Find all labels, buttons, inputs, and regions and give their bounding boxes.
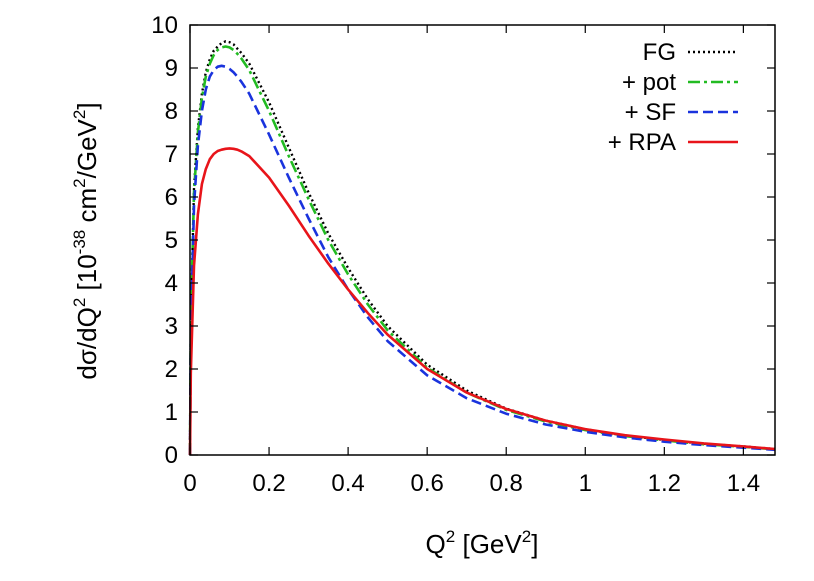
x-label-rest-close: ] bbox=[531, 529, 538, 559]
series-line-3 bbox=[188, 147, 776, 456]
series-line-0 bbox=[188, 40, 776, 456]
legend: FG + pot + SF + RPA bbox=[608, 39, 738, 156]
plot-frame bbox=[189, 24, 776, 456]
y-label-part-1: dσ/dQ bbox=[72, 307, 102, 379]
legend-label-0: FG bbox=[643, 39, 676, 66]
tick-labels: 0 0.2 0.4 0.6 0.8 1 1.2 1.4 0 1 2 3 4 5 6 7 8 9 10 bbox=[151, 12, 760, 497]
legend-label-3: + RPA bbox=[608, 129, 676, 156]
y-label-part-3: cm bbox=[72, 188, 102, 230]
series-line-1 bbox=[188, 45, 776, 456]
x-tick-label: 1.4 bbox=[727, 470, 760, 497]
y-label-part-4: /GeV bbox=[72, 118, 102, 178]
ticks bbox=[189, 24, 775, 456]
y-tick-label: 9 bbox=[165, 55, 178, 82]
y-label-sup-4: 2 bbox=[70, 110, 89, 119]
x-label-rest-sup: 2 bbox=[522, 527, 531, 546]
x-tick-label: 1 bbox=[579, 470, 592, 497]
x-label-rest-open: [GeV bbox=[455, 529, 522, 559]
y-tick-label: 10 bbox=[151, 12, 178, 39]
legend-label-1: + pot bbox=[622, 69, 676, 96]
y-label-sup-3: 2 bbox=[70, 178, 89, 187]
y-label-part-5: ] bbox=[72, 102, 102, 109]
x-tick-label: 0.2 bbox=[252, 470, 285, 497]
y-tick-label: 4 bbox=[165, 270, 178, 297]
x-tick-label: 0.4 bbox=[331, 470, 364, 497]
y-label-sup-1: 2 bbox=[70, 298, 89, 307]
y-tick-label: 2 bbox=[165, 356, 178, 383]
x-tick-label: 0.6 bbox=[410, 470, 443, 497]
series-line-2 bbox=[188, 64, 776, 456]
y-tick-label: 0 bbox=[165, 442, 178, 469]
y-tick-label: 7 bbox=[165, 141, 178, 168]
x-tick-label: 1.2 bbox=[648, 470, 681, 497]
curves bbox=[188, 40, 776, 456]
y-tick-label: 5 bbox=[165, 227, 178, 254]
x-tick-label: 0.8 bbox=[490, 470, 523, 497]
y-label-part-2: [10 bbox=[72, 254, 102, 297]
legend-label-2: + SF bbox=[625, 99, 676, 126]
x-tick-label: 0 bbox=[183, 470, 196, 497]
y-tick-label: 6 bbox=[165, 184, 178, 211]
y-label-sup-2: -38 bbox=[70, 230, 89, 255]
y-tick-label: 1 bbox=[165, 399, 178, 426]
y-axis-label: dσ/dQ2 [10-38 cm2/GeV2] bbox=[70, 102, 102, 379]
x-label-base: Q bbox=[426, 529, 446, 559]
y-tick-label: 3 bbox=[165, 313, 178, 340]
y-tick-label: 8 bbox=[165, 98, 178, 125]
x-axis-label: Q2 [GeV2] bbox=[426, 527, 539, 559]
x-label-sup: 2 bbox=[446, 527, 455, 546]
